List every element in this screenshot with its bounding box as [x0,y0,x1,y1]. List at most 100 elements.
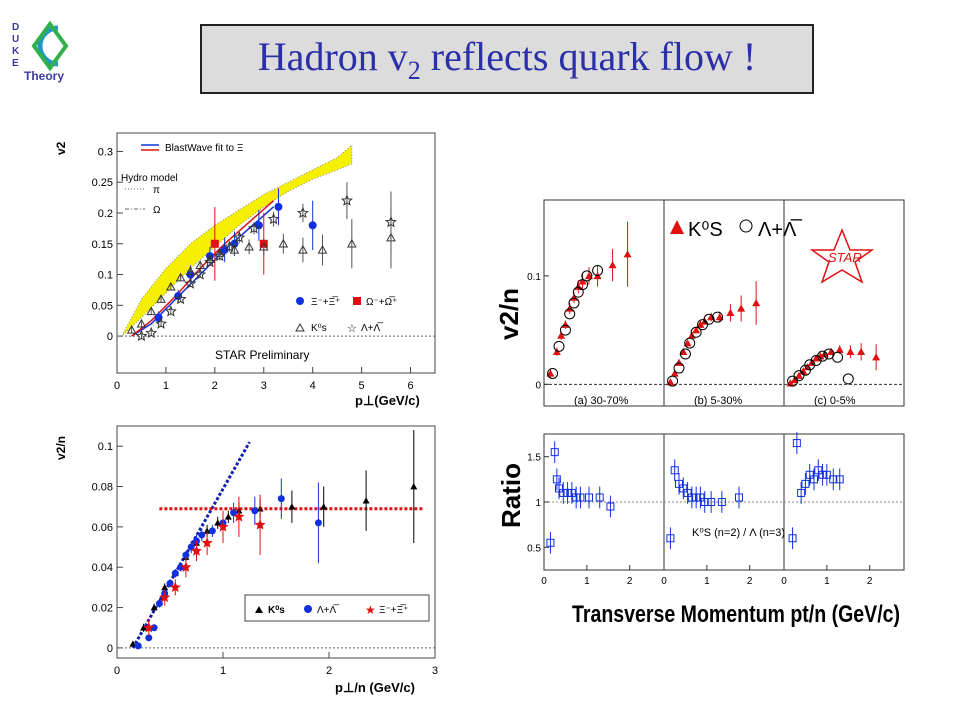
data-point [296,206,309,219]
data-point [320,503,328,510]
data-point [696,320,705,328]
x-tick-label: 1 [704,576,710,587]
star-preliminary-label: STAR Preliminary [215,348,309,362]
data-point [578,277,587,285]
title-banner: Hadron v2 reflects quark flow ! [200,24,814,94]
data-point [827,347,836,355]
logo-word: Theory [24,69,64,83]
data-point [247,222,260,234]
data-point [792,439,801,448]
data-point [194,268,207,280]
data-point [696,493,705,502]
data-point [129,640,137,647]
data-point [546,369,555,377]
data-point [752,299,761,307]
data-point [254,519,266,530]
data-point [683,339,692,347]
data-point [258,241,269,251]
data-point [317,244,328,254]
x-tick-label: 2 [326,665,332,677]
data-point [190,545,203,556]
data-point [822,470,831,479]
data-point [666,534,675,543]
data-point [820,349,829,358]
star-logo: STAR [809,227,875,284]
data-point [198,531,206,539]
data-point [797,488,806,497]
data-point [595,493,604,502]
data-point [793,370,805,382]
y-axis-label-top: v2/n [494,288,524,340]
data-point [126,324,137,334]
data-point [726,308,735,316]
panel-label: (a) 30-70% [574,395,629,407]
x-tick-label: 2 [867,576,873,587]
y-tick-label: 0.02 [92,603,113,615]
data-point [233,231,246,243]
x-tick-label: 1 [584,576,590,587]
x-tick-label: 2 [747,576,753,587]
data-point [254,221,263,230]
data-point [159,591,171,603]
data-point [585,271,593,280]
panel-label: (b) 5-30% [694,395,743,407]
data-point [801,479,810,488]
data-point [842,373,854,385]
data-point [410,483,418,490]
data-point [835,345,844,353]
data-point [608,261,617,269]
data-point [274,202,283,211]
data-point [737,304,746,312]
data-point [563,488,572,497]
data-point [203,255,216,268]
data-point [156,294,166,303]
plot-frame [116,425,436,659]
data-point [816,352,825,360]
data-point [715,313,724,321]
title-text-rest: reflects quark flow ! [420,33,757,79]
data-point [812,354,821,362]
data-point [185,266,196,276]
ratio-label: K⁰S (n=2) / Λ (n=3) [692,527,785,539]
x-tick-label: 2 [627,576,633,587]
logo-c-ring [37,25,59,67]
duke-theory-logo: D U K E Theory [12,20,69,83]
x-tick-label: 0 [114,665,120,677]
data-point [220,245,229,254]
logo-letter: D [12,22,19,33]
logo-letter: E [12,58,19,69]
legend-lambda: Λ+Λ̅ [361,322,383,334]
data-point [818,470,827,479]
x-tick-label: 0 [661,576,667,587]
data-point [174,292,187,305]
title-subscript: 2 [407,55,421,85]
legend-xi: Ξ⁻+Ξ̅⁺ [379,604,408,616]
legend-hydro-pi: π [153,185,160,196]
legend-k0s: K⁰s [311,323,327,334]
logo-diamond [31,20,69,72]
data-point [233,511,245,522]
data-point [683,488,692,497]
data-point [795,371,803,379]
data-point [223,240,236,252]
data-point [166,579,174,587]
x-tick-label: 4 [310,380,316,392]
x-tick-label: 1 [220,665,226,677]
y-tick-label: 0.3 [98,146,113,158]
data-point [175,272,186,282]
data-point [570,293,578,301]
data-point [213,249,226,262]
y-tick-label: 0.1 [98,441,113,453]
x-tick-label: 1 [824,576,830,587]
data-point [288,503,296,510]
data-point [155,317,168,329]
star-panels-chart: 0 1 2 0 0.1 0.5 1 1.5 (a) 30-70% 0 1 2 (b) 5-30% 0 1 2 (… [494,199,905,628]
legend-lambda: Λ+Λ̅ [758,218,802,241]
data-point [150,604,158,611]
data-point [184,277,197,289]
data-point [203,527,211,534]
data-point [180,561,192,572]
data-point [136,318,147,328]
data-point [581,270,593,282]
plot-frame [116,132,436,374]
